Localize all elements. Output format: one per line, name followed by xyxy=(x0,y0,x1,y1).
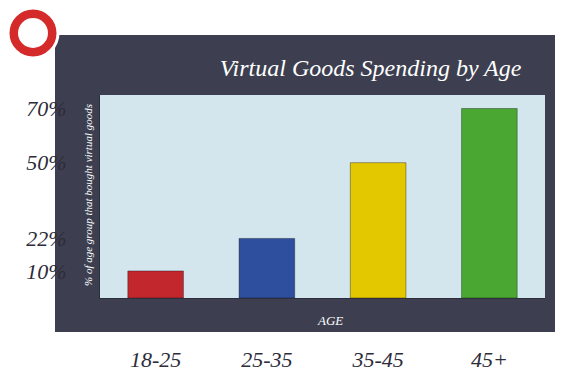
svg-text:50%: 50% xyxy=(26,150,66,175)
svg-text:25-35: 25-35 xyxy=(241,347,292,372)
svg-text:22%: 22% xyxy=(26,226,66,251)
svg-text:70%: 70% xyxy=(26,96,66,121)
svg-text:18-25: 18-25 xyxy=(130,347,181,372)
svg-text:% of age group that bought vir: % of age group that bought virtual goods xyxy=(82,104,94,286)
svg-text:10%: 10% xyxy=(26,259,66,284)
svg-text:AGE: AGE xyxy=(317,313,343,328)
svg-text:45+: 45+ xyxy=(471,347,508,372)
svg-text:35-45: 35-45 xyxy=(351,347,403,372)
svg-text:Virtual Goods Spending by Age: Virtual Goods Spending by Age xyxy=(220,55,522,81)
